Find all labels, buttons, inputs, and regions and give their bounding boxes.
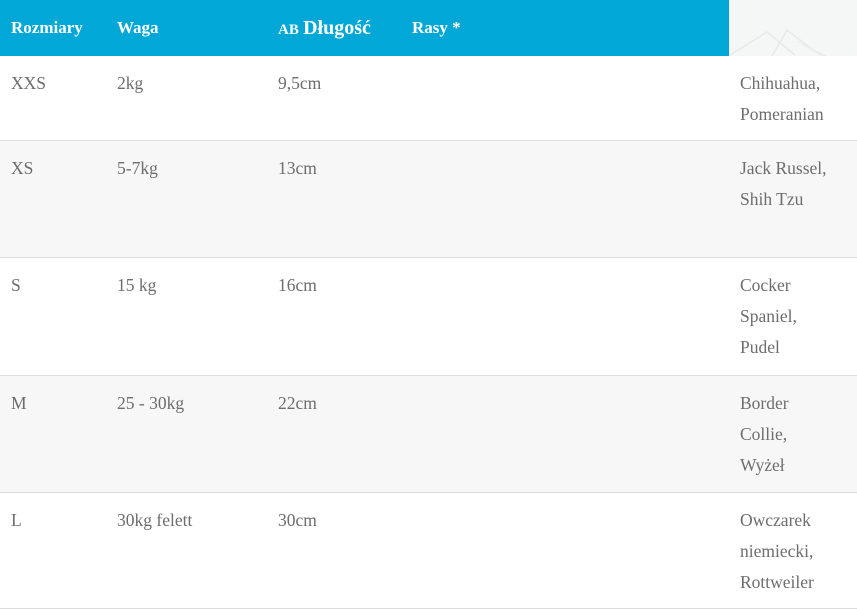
cell-breeds: Owczarek niemiecki, Rottweiler <box>740 509 814 592</box>
cell-size: XXS <box>11 73 47 93</box>
cell-weight: 5-7kg <box>106 140 267 257</box>
table-header: Rozmiary Waga AB Długość Rasy * <box>0 0 857 56</box>
cell-length: 30cm <box>278 509 317 530</box>
cell-breeds: Cocker Spaniel, Pudel <box>740 274 797 357</box>
mountains-icon <box>729 28 827 56</box>
cell-size: XS <box>0 140 106 257</box>
cell-breeds: Chihuahua, Pomeranian <box>740 73 824 124</box>
cell-size: L <box>11 509 22 530</box>
table-row: L 30kg felett 30cm Owczarek niemiecki, R… <box>0 492 857 608</box>
cell-size: S <box>11 274 21 295</box>
cell-length: 16cm <box>278 274 317 295</box>
cell-rasy <box>401 257 729 375</box>
cell-weight: 30kg felett <box>117 509 193 530</box>
cell-rasy <box>401 375 729 492</box>
table-body: XXS 2kg 9,5cm Chihuahua, Pomeranian XS 5… <box>0 56 857 608</box>
table-row: XXS 2kg 9,5cm Chihuahua, Pomeranian <box>0 56 857 140</box>
cell-rasy <box>401 492 729 608</box>
cell-rasy <box>401 56 729 140</box>
header-size: Rozmiary <box>0 0 106 56</box>
cell-breeds: Jack Russel, Shih Tzu <box>729 140 857 257</box>
cell-size: M <box>0 375 106 492</box>
header-breeds: Rasy * <box>401 0 729 56</box>
cell-length: 9,5cm <box>278 73 322 93</box>
cell-length: 22cm <box>267 375 401 492</box>
header-weight: Waga <box>106 0 267 56</box>
header-length-label: Długość <box>303 16 371 39</box>
table-row: XS 5-7kg 13cm Jack Russel, Shih Tzu <box>0 140 857 257</box>
cell-weight: 15 kg <box>117 274 157 295</box>
cell-weight: 2kg <box>117 73 144 93</box>
header-row: Rozmiary Waga AB Długość Rasy * <box>0 0 857 56</box>
table-row: M 25 - 30kg 22cm Border Collie, Wyżeł <box>0 375 857 492</box>
cell-breeds: Border Collie, Wyżeł <box>729 375 857 492</box>
cell-length: 13cm <box>267 140 401 257</box>
header-length-prefix: AB <box>278 21 299 38</box>
cell-rasy <box>401 140 729 257</box>
table-row: S 15 kg 16cm Cocker Spaniel, Pudel <box>0 257 857 375</box>
cell-weight: 25 - 30kg <box>106 375 267 492</box>
header-decoration <box>729 0 857 56</box>
header-length: AB Długość <box>267 0 401 56</box>
